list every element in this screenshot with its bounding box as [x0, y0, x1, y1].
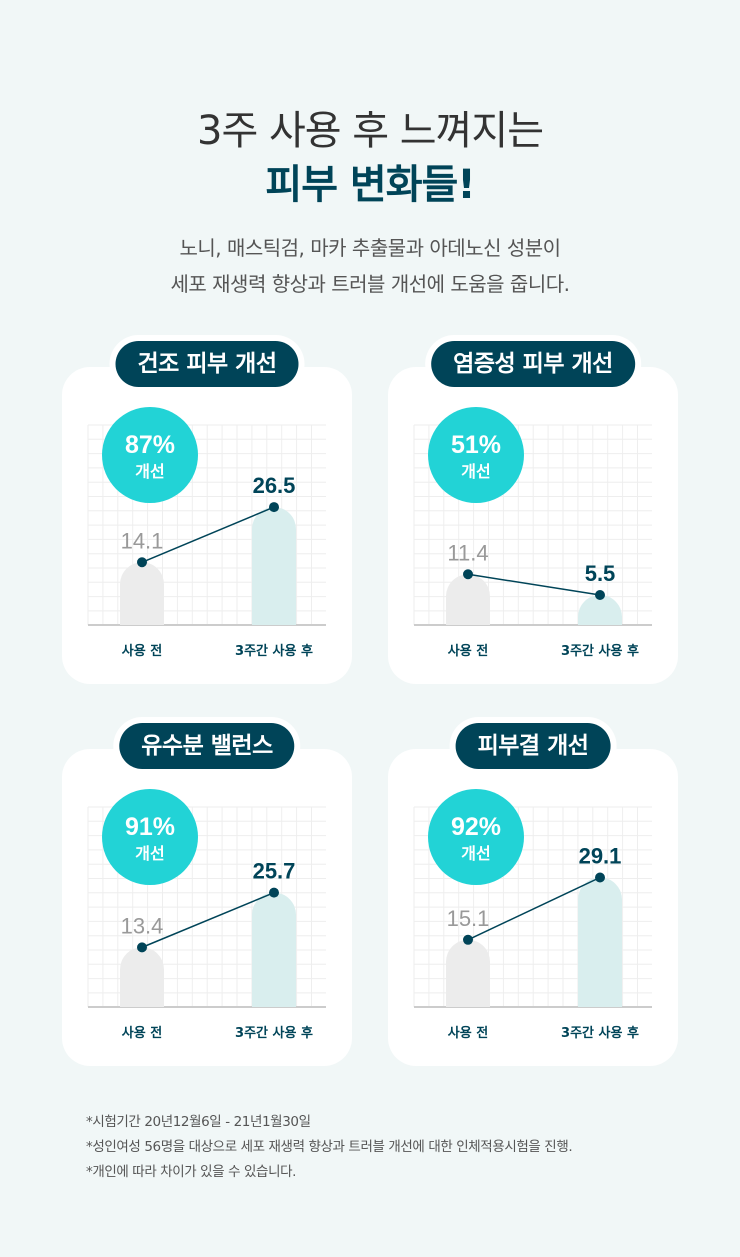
value-label: 13.4: [121, 913, 164, 938]
value-label: 5.5: [585, 561, 616, 586]
value-label: 25.7: [253, 859, 296, 884]
data-point: [269, 502, 279, 513]
card-title: 염증성 피부 개선: [431, 341, 635, 387]
chart-card-dry-skin: 14.1 사용 전 26.5 3주간 사용 후 87% 개선 건조 피부 개선: [62, 341, 352, 684]
badge-percent: 51%: [451, 431, 501, 459]
bar-after: [578, 877, 622, 1007]
category-label: 사용 전: [448, 643, 488, 659]
chart-card-oil-moisture-balance: 13.4 사용 전 25.7 3주간 사용 후 91% 개선 유수분 밸런스: [62, 723, 352, 1066]
category-label: 3주간 사용 후: [561, 643, 639, 659]
chart: 15.1 사용 전 29.1 3주간 사용 후 92% 개선: [413, 789, 652, 1041]
improvement-badge: [428, 789, 524, 885]
data-point: [137, 557, 147, 568]
footnote: *시험기간 20년12월6일 - 21년1월30일: [86, 1114, 311, 1130]
category-label: 사용 전: [448, 1025, 488, 1041]
card-title: 유수분 밸런스: [119, 723, 295, 769]
data-point: [595, 590, 605, 600]
footnote: *성인여성 56명을 대상으로 세포 재생력 향상과 트러블 개선에 대한 인체…: [86, 1139, 573, 1155]
value-label: 26.5: [253, 473, 296, 498]
improvement-badge: [102, 407, 198, 503]
value-label: 11.4: [447, 540, 488, 565]
chart-card-inflammatory-skin: 11.4 사용 전 5.5 3주간 사용 후 51% 개선 염증성 피부 개선: [388, 341, 678, 684]
bar-after: [252, 507, 296, 625]
badge-label: 개선: [135, 462, 164, 481]
trend-line: [141, 891, 275, 949]
chart: 13.4 사용 전 25.7 3주간 사용 후 91% 개선: [87, 789, 326, 1041]
description-line-2: 세포 재생력 향상과 트러블 개선에 도움을 줍니다.: [170, 272, 570, 296]
chart-card-skin-texture: 15.1 사용 전 29.1 3주간 사용 후 92% 개선 피부결 개선: [388, 723, 678, 1066]
bar-before: [446, 574, 490, 625]
data-point: [463, 569, 473, 580]
bar-after: [578, 595, 622, 625]
badge-percent: 87%: [125, 431, 175, 459]
description-line-1: 노니, 매스틱검, 마카 추출물과 아데노신 성분이: [179, 236, 561, 260]
improvement-badge: [428, 407, 524, 503]
card-title: 건조 피부 개선: [115, 341, 299, 387]
category-label: 사용 전: [122, 643, 162, 659]
card-title: 피부결 개선: [455, 723, 611, 769]
improvement-badge: [102, 789, 198, 885]
value-label: 14.1: [121, 528, 164, 553]
badge-label: 개선: [461, 844, 490, 863]
footnote: *개인에 따라 차이가 있을 수 있습니다.: [86, 1164, 296, 1180]
badge-label: 개선: [135, 844, 164, 863]
trend-line: [467, 876, 601, 941]
data-point: [463, 934, 473, 945]
trend-line: [141, 506, 275, 563]
badge-percent: 92%: [451, 813, 501, 841]
category-label: 3주간 사용 후: [235, 1025, 313, 1041]
bar-after: [252, 892, 296, 1007]
category-label: 사용 전: [122, 1025, 162, 1041]
category-label: 3주간 사용 후: [561, 1025, 639, 1041]
headline: 3주 사용 후 느껴지는: [197, 108, 544, 154]
data-point: [137, 942, 147, 953]
data-point: [269, 887, 279, 898]
footnotes: *시험기간 20년12월6일 - 21년1월30일 *성인여성 56명을 대상으…: [86, 1110, 573, 1185]
headline-strong: 피부 변화들!: [265, 162, 475, 208]
badge-percent: 91%: [125, 813, 175, 841]
bar-before: [120, 562, 164, 625]
chart: 14.1 사용 전 26.5 3주간 사용 후 87% 개선: [87, 407, 326, 659]
category-label: 3주간 사용 후: [235, 643, 313, 659]
bar-before: [120, 947, 164, 1007]
trend-line: [467, 573, 601, 596]
value-label: 29.1: [579, 844, 622, 869]
value-label: 15.1: [447, 906, 490, 931]
badge-label: 개선: [461, 462, 490, 481]
chart: 11.4 사용 전 5.5 3주간 사용 후 51% 개선: [413, 407, 652, 659]
data-point: [595, 872, 605, 883]
bar-before: [446, 939, 490, 1007]
